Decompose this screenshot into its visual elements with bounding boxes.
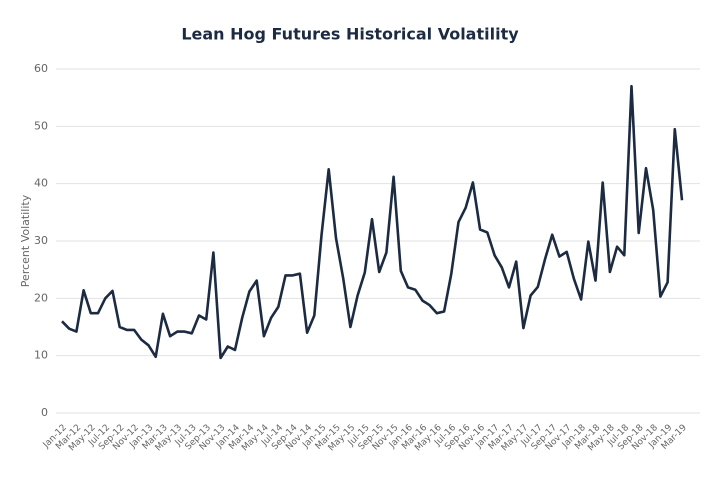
line [61, 84, 684, 360]
y-tick-label: 20 [34, 291, 48, 304]
y-tick-label: 0 [41, 406, 48, 419]
y-tick-label: 60 [34, 62, 48, 75]
y-tick-label: 10 [34, 349, 48, 362]
y-tick-label: 30 [34, 234, 48, 247]
chart-title: Lean Hog Futures Historical Volatility [181, 25, 519, 44]
y-tick-label: 40 [34, 177, 48, 190]
y-axis-label: Percent Volatility [19, 194, 32, 287]
y-tick-label: 50 [34, 119, 48, 132]
